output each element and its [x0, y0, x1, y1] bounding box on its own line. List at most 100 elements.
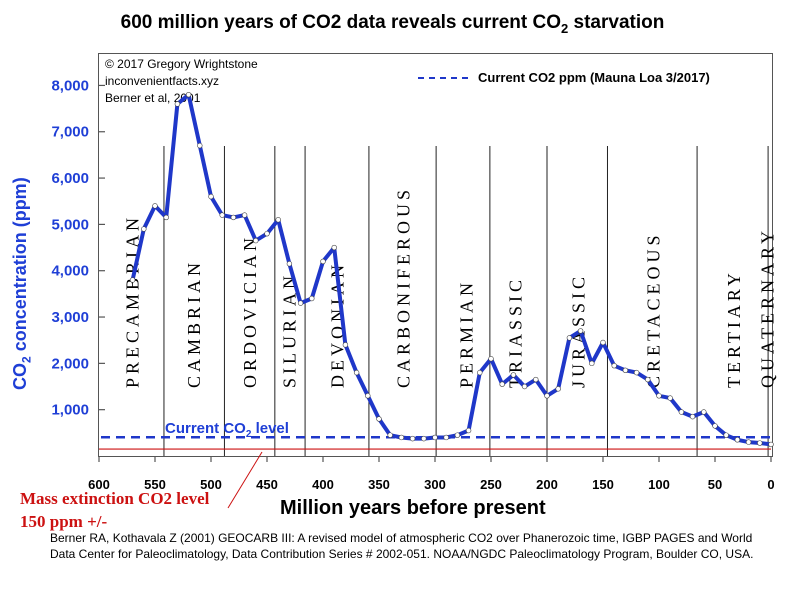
y-tick-label-7000: 7,000	[51, 124, 89, 141]
x-axis-label: Million years before present	[280, 497, 546, 519]
x-tick-label-250: 250	[480, 477, 502, 492]
y-tick-label-2000: 2,000	[51, 355, 89, 372]
legend-label: Current CO2 ppm (Mauna Loa 3/2017)	[478, 70, 710, 85]
period-label-cambrian: CAMBRIAN	[184, 259, 204, 388]
co2-data-point	[488, 356, 494, 362]
period-label-tertiary: TERTIARY	[724, 269, 744, 388]
x-tick-label-100: 100	[648, 477, 670, 492]
co2-data-point	[454, 432, 461, 438]
period-label-triassic: TRIASSIC	[506, 276, 526, 388]
co2-data-point	[342, 342, 349, 348]
x-tick-label-500: 500	[200, 477, 222, 492]
co2-data-point	[577, 328, 584, 334]
period-label-silurian: SILURIAN	[279, 272, 299, 388]
co2-data-point	[152, 203, 158, 209]
chart-title: 600 million years of CO2 data reveals cu…	[120, 12, 665, 36]
co2-data-point	[510, 372, 517, 378]
x-tick-label-150: 150	[592, 477, 614, 492]
co2-data-point	[701, 409, 707, 415]
co2-data-point	[309, 295, 315, 302]
co2-data-point	[432, 434, 438, 441]
co2-data-point	[689, 413, 696, 420]
credit-line-1: © 2017 Gregory Wrightstone	[105, 57, 258, 71]
co2-data-point	[387, 432, 393, 438]
co2-data-point	[365, 393, 371, 399]
x-tick-label-300: 300	[424, 477, 446, 492]
co2-data-point	[320, 258, 326, 265]
y-tick-label-6000: 6,000	[51, 170, 89, 187]
current-co2-level-label: Current CO2 level	[165, 420, 289, 440]
co2-data-point	[275, 217, 281, 223]
x-tick-label-50: 50	[708, 477, 722, 492]
period-label-permian: PERMIAN	[456, 279, 476, 388]
co2-data-point	[768, 441, 774, 448]
co2-data-point	[544, 393, 550, 399]
co2-data-point	[409, 435, 416, 442]
co2-data-point	[533, 376, 539, 383]
period-label-ordovician: ORDOVICIAN	[240, 234, 260, 388]
co2-data-point	[241, 212, 248, 218]
y-tick-label-3000: 3,000	[51, 309, 89, 326]
co2-data-point	[600, 339, 606, 346]
legend: Current CO2 ppm (Mauna Loa 3/2017)	[418, 70, 710, 85]
co2-data-point	[734, 437, 741, 443]
period-label-devonian: DEVONIAN	[328, 261, 348, 388]
co2-data-point	[645, 376, 651, 383]
co2-data-point	[185, 91, 192, 98]
y-tick-label-1000: 1,000	[51, 402, 89, 419]
co2-data-point	[174, 101, 181, 107]
co2-data-point	[253, 237, 259, 244]
co2-data-point	[477, 369, 483, 376]
co2-data-point	[723, 432, 729, 438]
co2-data-point	[398, 434, 405, 441]
co2-data-point	[163, 214, 169, 221]
co2-data-point	[611, 362, 617, 369]
co2-data-point	[141, 226, 147, 232]
co2-data-point	[745, 439, 752, 445]
x-tick-label-400: 400	[312, 477, 334, 492]
co2-data-point	[622, 367, 629, 374]
co2-data-point	[264, 230, 270, 237]
credit-line-2: inconvenientfacts.xyz	[105, 74, 220, 88]
x-tick-label-550: 550	[144, 477, 166, 492]
co2-data-point	[443, 434, 449, 441]
co2-data-point	[297, 300, 304, 306]
x-tick-label-600: 600	[88, 477, 110, 492]
co2-data-point	[129, 277, 136, 283]
co2-data-point	[499, 381, 505, 387]
x-tick-label-200: 200	[536, 477, 558, 492]
co2-data-point	[555, 386, 561, 392]
y-tick-label-5000: 5,000	[51, 216, 89, 233]
co2-data-point	[589, 360, 595, 367]
co2-data-point	[667, 395, 673, 401]
co2-data-point	[286, 261, 293, 267]
mass-extinction-label: Mass extinction CO2 level 150 ppm +/-	[20, 489, 210, 531]
plot-area	[98, 53, 773, 457]
x-tick-label-0: 0	[767, 477, 774, 492]
co2-data-point	[521, 383, 528, 390]
y-tick-label-4000: 4,000	[51, 263, 89, 280]
co2-data-point	[712, 423, 718, 429]
mass-extinction-pointer	[227, 451, 263, 509]
co2-series-line	[130, 92, 772, 447]
co2-data-point	[208, 193, 214, 200]
co2-data-point	[376, 416, 382, 422]
x-tick-label-350: 350	[368, 477, 390, 492]
y-axis-label: CO2 concentration (ppm)	[10, 177, 34, 390]
co2-data-point	[331, 244, 337, 251]
co2-data-point	[656, 393, 662, 399]
y-tick-label-8000: 8,000	[51, 77, 89, 94]
x-tick-label-450: 450	[256, 477, 278, 492]
co2-data-point	[678, 409, 685, 415]
co2-data-point	[633, 369, 640, 376]
period-label-quaternary: QUATERNARY	[758, 227, 778, 388]
co2-data-point	[230, 214, 237, 221]
co2-data-point	[465, 427, 472, 434]
period-label-carboniferous: CARBONIFEROUS	[394, 186, 414, 388]
co2-data-point	[353, 369, 360, 376]
citation: Berner RA, Kothavala Z (2001) GEOCARB II…	[50, 531, 754, 561]
co2-data-point	[197, 142, 203, 149]
legend-dashed-swatch	[418, 76, 468, 79]
